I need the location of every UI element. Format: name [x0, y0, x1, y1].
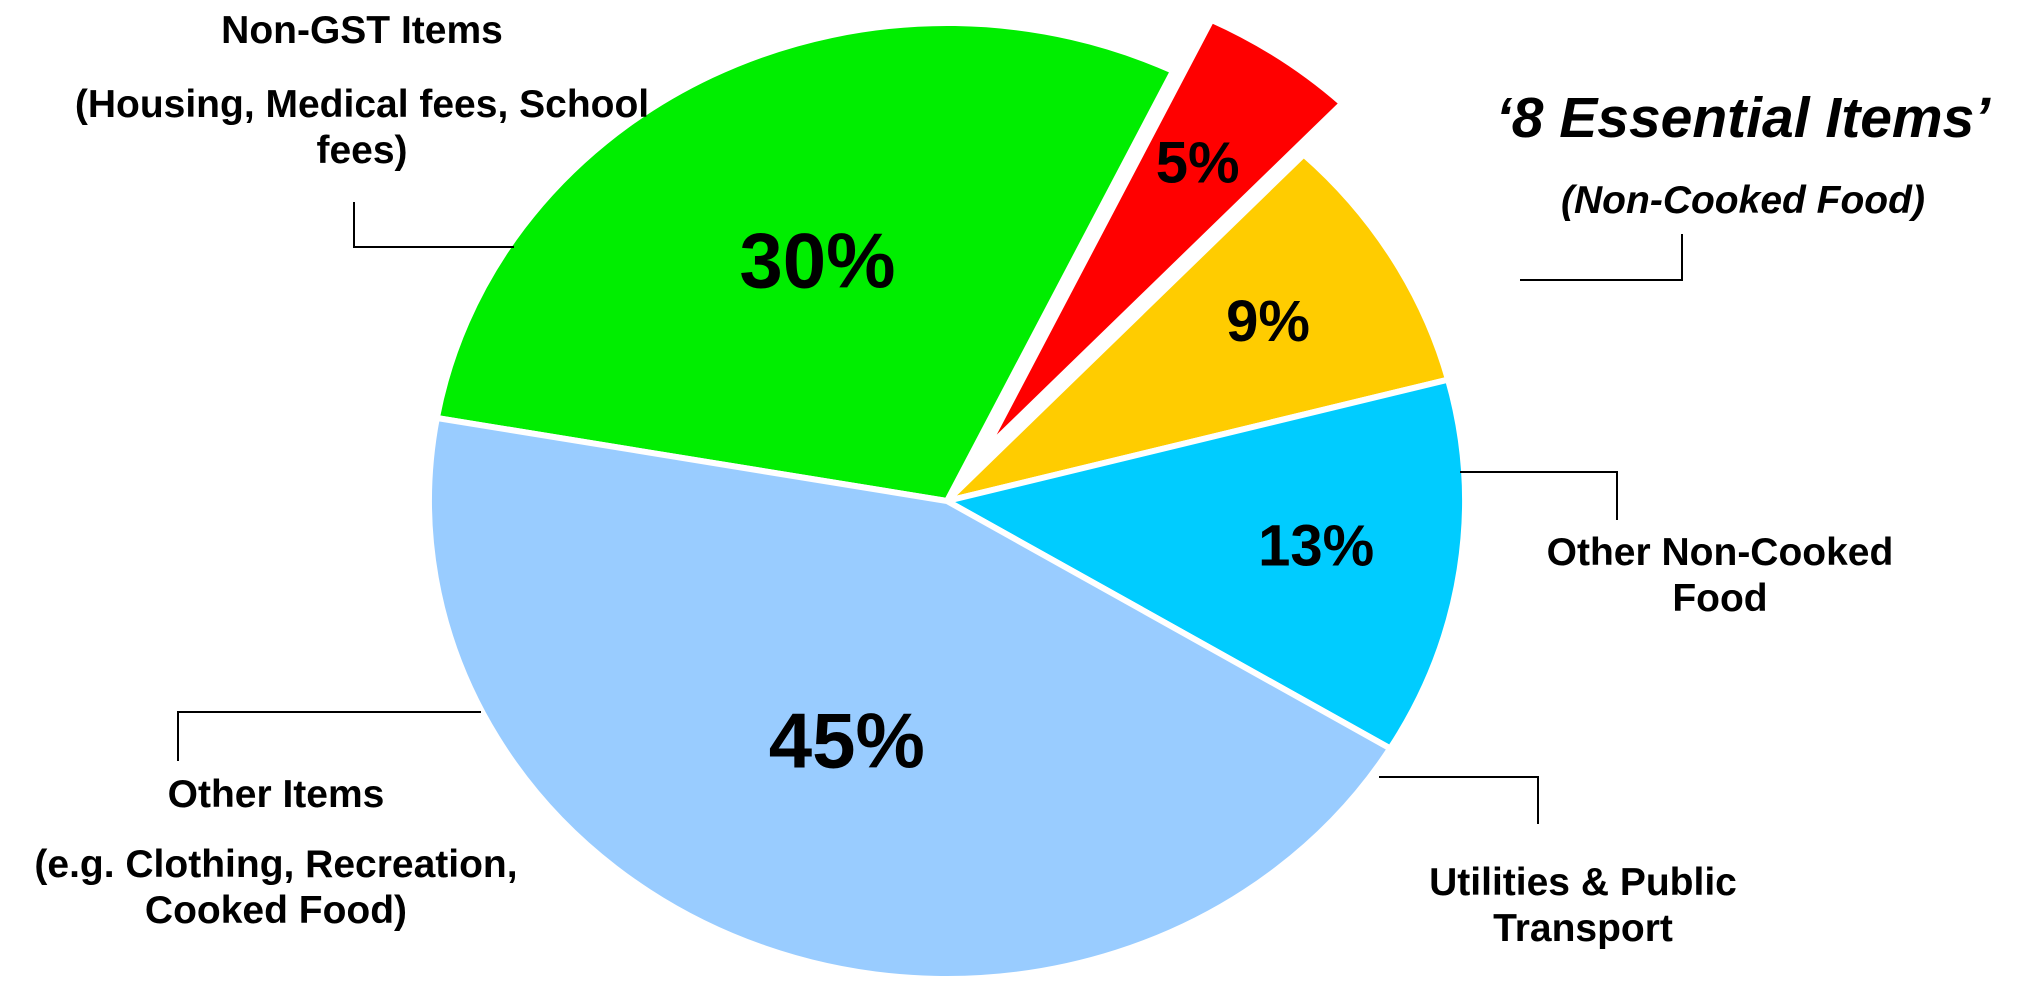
pie-slice	[938, 376, 1468, 753]
pie-slice	[937, 150, 1452, 507]
category-description: (e.g. Clothing, Recreation, Cooked Food)	[34, 843, 518, 932]
pie-slice	[426, 414, 1395, 981]
pie-slice	[433, 20, 1178, 505]
value-label: 45%	[769, 697, 925, 785]
leader-line	[353, 202, 514, 248]
value-label: 13%	[1258, 514, 1374, 579]
category-description: (Housing, Medical fees, School fees)	[74, 83, 650, 172]
category-label: Other Items	[167, 773, 385, 816]
pie-slice	[982, 15, 1347, 453]
category-label: ‘8 Essential Items’	[1495, 86, 1991, 150]
category-description: (Non-Cooked Food)	[1561, 179, 1925, 222]
leader-line	[177, 711, 481, 761]
category-label: Other Non-Cooked Food	[1546, 531, 1894, 620]
category-label: Utilities & Public Transport	[1429, 861, 1737, 950]
value-label: 9%	[1226, 289, 1310, 354]
leader-line	[1379, 776, 1539, 824]
category-label: Non-GST Items	[221, 9, 503, 52]
value-label: 5%	[1156, 130, 1240, 195]
leader-line	[1460, 471, 1618, 520]
leader-line	[1520, 234, 1683, 281]
value-label: 30%	[739, 216, 895, 304]
